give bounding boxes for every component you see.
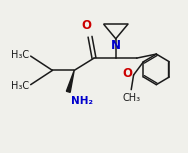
Text: O: O (81, 19, 92, 32)
Text: N: N (111, 39, 121, 52)
Text: H₃C: H₃C (11, 50, 29, 60)
Text: O: O (123, 67, 133, 80)
Polygon shape (66, 70, 74, 92)
Text: CH₃: CH₃ (122, 93, 140, 103)
Text: H₃C: H₃C (11, 81, 29, 91)
Text: NH₂: NH₂ (71, 96, 93, 106)
